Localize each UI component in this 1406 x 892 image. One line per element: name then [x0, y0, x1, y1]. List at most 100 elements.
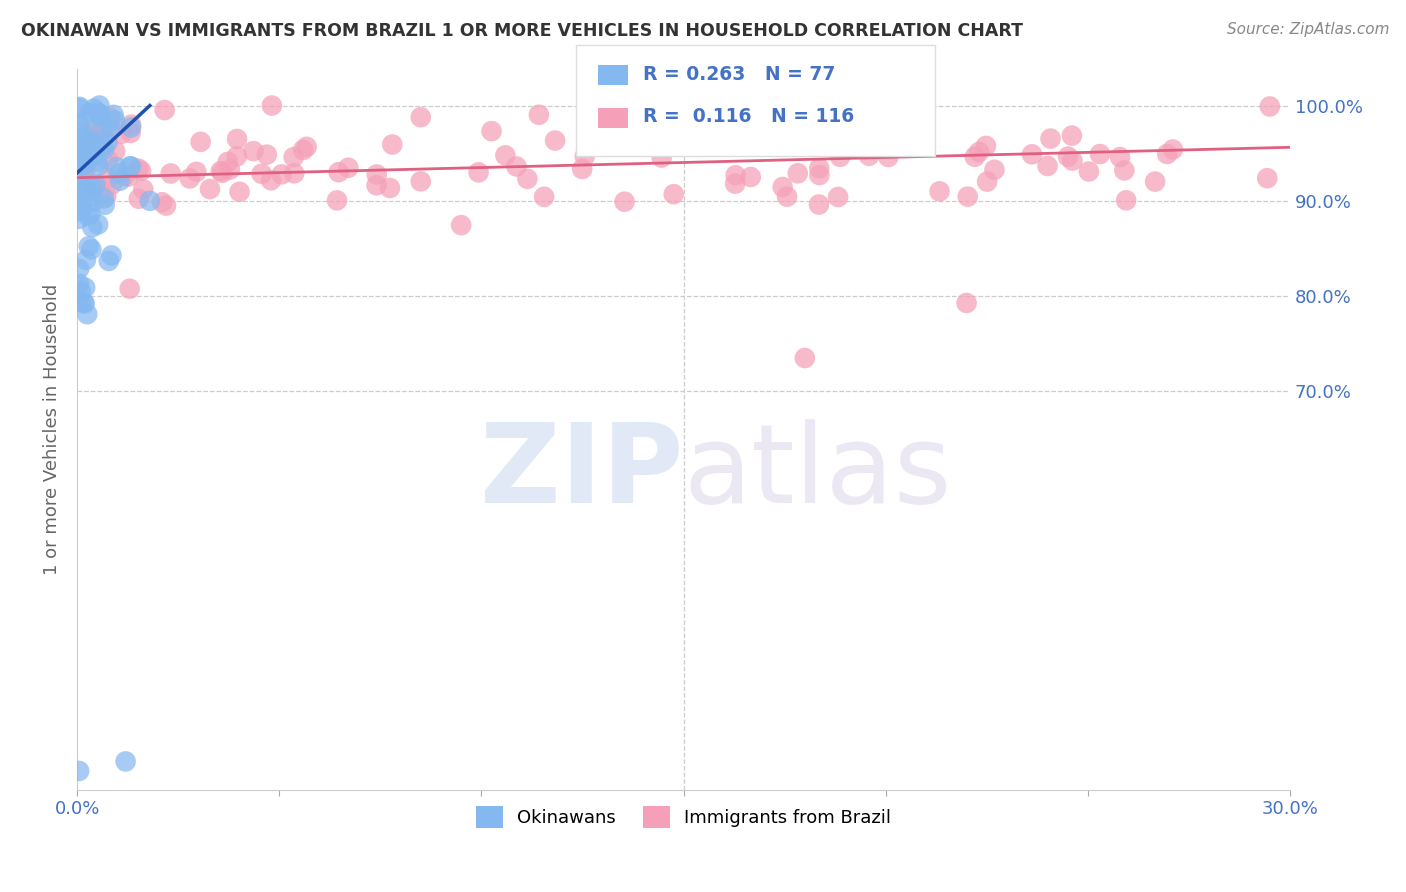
Point: [260, 173, 283, 187]
Point: [76, 307, 98, 321]
Point: [93, 192, 115, 206]
Point: [76, 190, 98, 204]
Point: [86, 154, 108, 169]
Point: [77, 185, 100, 199]
Point: [83, 149, 105, 163]
Point: [114, 755, 136, 769]
Point: [72, 130, 94, 145]
Point: [217, 154, 239, 169]
Point: [70, 157, 93, 171]
Point: [1062, 153, 1084, 168]
Point: [86, 140, 108, 154]
Point: [808, 168, 831, 182]
Point: [67, 277, 90, 291]
Point: [467, 165, 489, 179]
Y-axis label: 1 or more Vehicles in Household: 1 or more Vehicles in Household: [44, 284, 60, 574]
Point: [93, 198, 115, 212]
Point: [877, 150, 900, 164]
Point: [67, 117, 90, 131]
Point: [89, 126, 111, 140]
Point: [724, 169, 747, 183]
Point: [84, 178, 107, 192]
Point: [481, 124, 503, 138]
Point: [83, 142, 105, 156]
Point: [1021, 147, 1043, 161]
Point: [544, 134, 567, 148]
Point: [75, 161, 97, 175]
Point: [198, 182, 221, 196]
Point: [228, 185, 250, 199]
Point: [120, 126, 142, 140]
Text: Source: ZipAtlas.com: Source: ZipAtlas.com: [1226, 22, 1389, 37]
Point: [87, 159, 110, 173]
Point: [69, 150, 91, 164]
Point: [118, 160, 141, 174]
Point: [283, 150, 305, 164]
Point: [1109, 150, 1132, 164]
Point: [190, 135, 212, 149]
Point: [724, 177, 747, 191]
Point: [97, 153, 120, 167]
Point: [118, 169, 141, 184]
Point: [270, 167, 292, 181]
Point: [150, 195, 173, 210]
Point: [76, 135, 98, 149]
Point: [260, 98, 283, 112]
Point: [70, 204, 93, 219]
Point: [112, 169, 135, 183]
Point: [97, 253, 120, 268]
Point: [366, 178, 388, 193]
Point: [295, 140, 318, 154]
Point: [983, 162, 1005, 177]
Point: [242, 144, 264, 158]
Point: [1156, 147, 1178, 161]
Text: R = 0.263   N = 77: R = 0.263 N = 77: [643, 64, 835, 84]
Point: [93, 143, 115, 157]
Point: [219, 162, 242, 177]
Point: [250, 167, 273, 181]
Point: [100, 178, 122, 192]
Point: [292, 143, 315, 157]
Point: [226, 132, 249, 146]
Point: [155, 199, 177, 213]
Point: [69, 199, 91, 213]
Point: [740, 169, 762, 184]
Point: [179, 171, 201, 186]
Point: [79, 207, 101, 221]
Point: [494, 148, 516, 162]
Point: [67, 178, 90, 192]
Text: OKINAWAN VS IMMIGRANTS FROM BRAZIL 1 OR MORE VEHICLES IN HOUSEHOLD CORRELATION C: OKINAWAN VS IMMIGRANTS FROM BRAZIL 1 OR …: [21, 22, 1024, 40]
Point: [974, 139, 997, 153]
Point: [75, 183, 97, 197]
Point: [963, 150, 986, 164]
Point: [84, 179, 107, 194]
Point: [91, 127, 114, 141]
Text: R =  0.116   N = 116: R = 0.116 N = 116: [643, 107, 853, 127]
Point: [830, 150, 852, 164]
Point: [409, 110, 432, 124]
Point: [159, 167, 181, 181]
Point: [283, 166, 305, 180]
Point: [105, 160, 128, 174]
Point: [69, 183, 91, 197]
Point: [91, 122, 114, 136]
Point: [69, 190, 91, 204]
Point: [574, 149, 596, 163]
Point: [120, 160, 142, 174]
Point: [808, 161, 831, 176]
Point: [75, 146, 97, 161]
Point: [104, 145, 127, 159]
Point: [209, 164, 232, 178]
Point: [79, 132, 101, 146]
Point: [82, 220, 104, 235]
Point: [73, 296, 96, 310]
Point: [128, 192, 150, 206]
Point: [72, 295, 94, 310]
Point: [976, 175, 998, 189]
Point: [80, 243, 103, 257]
Point: [786, 166, 808, 180]
Point: [256, 147, 278, 161]
Point: [132, 182, 155, 196]
Point: [87, 105, 110, 120]
Point: [96, 189, 118, 203]
